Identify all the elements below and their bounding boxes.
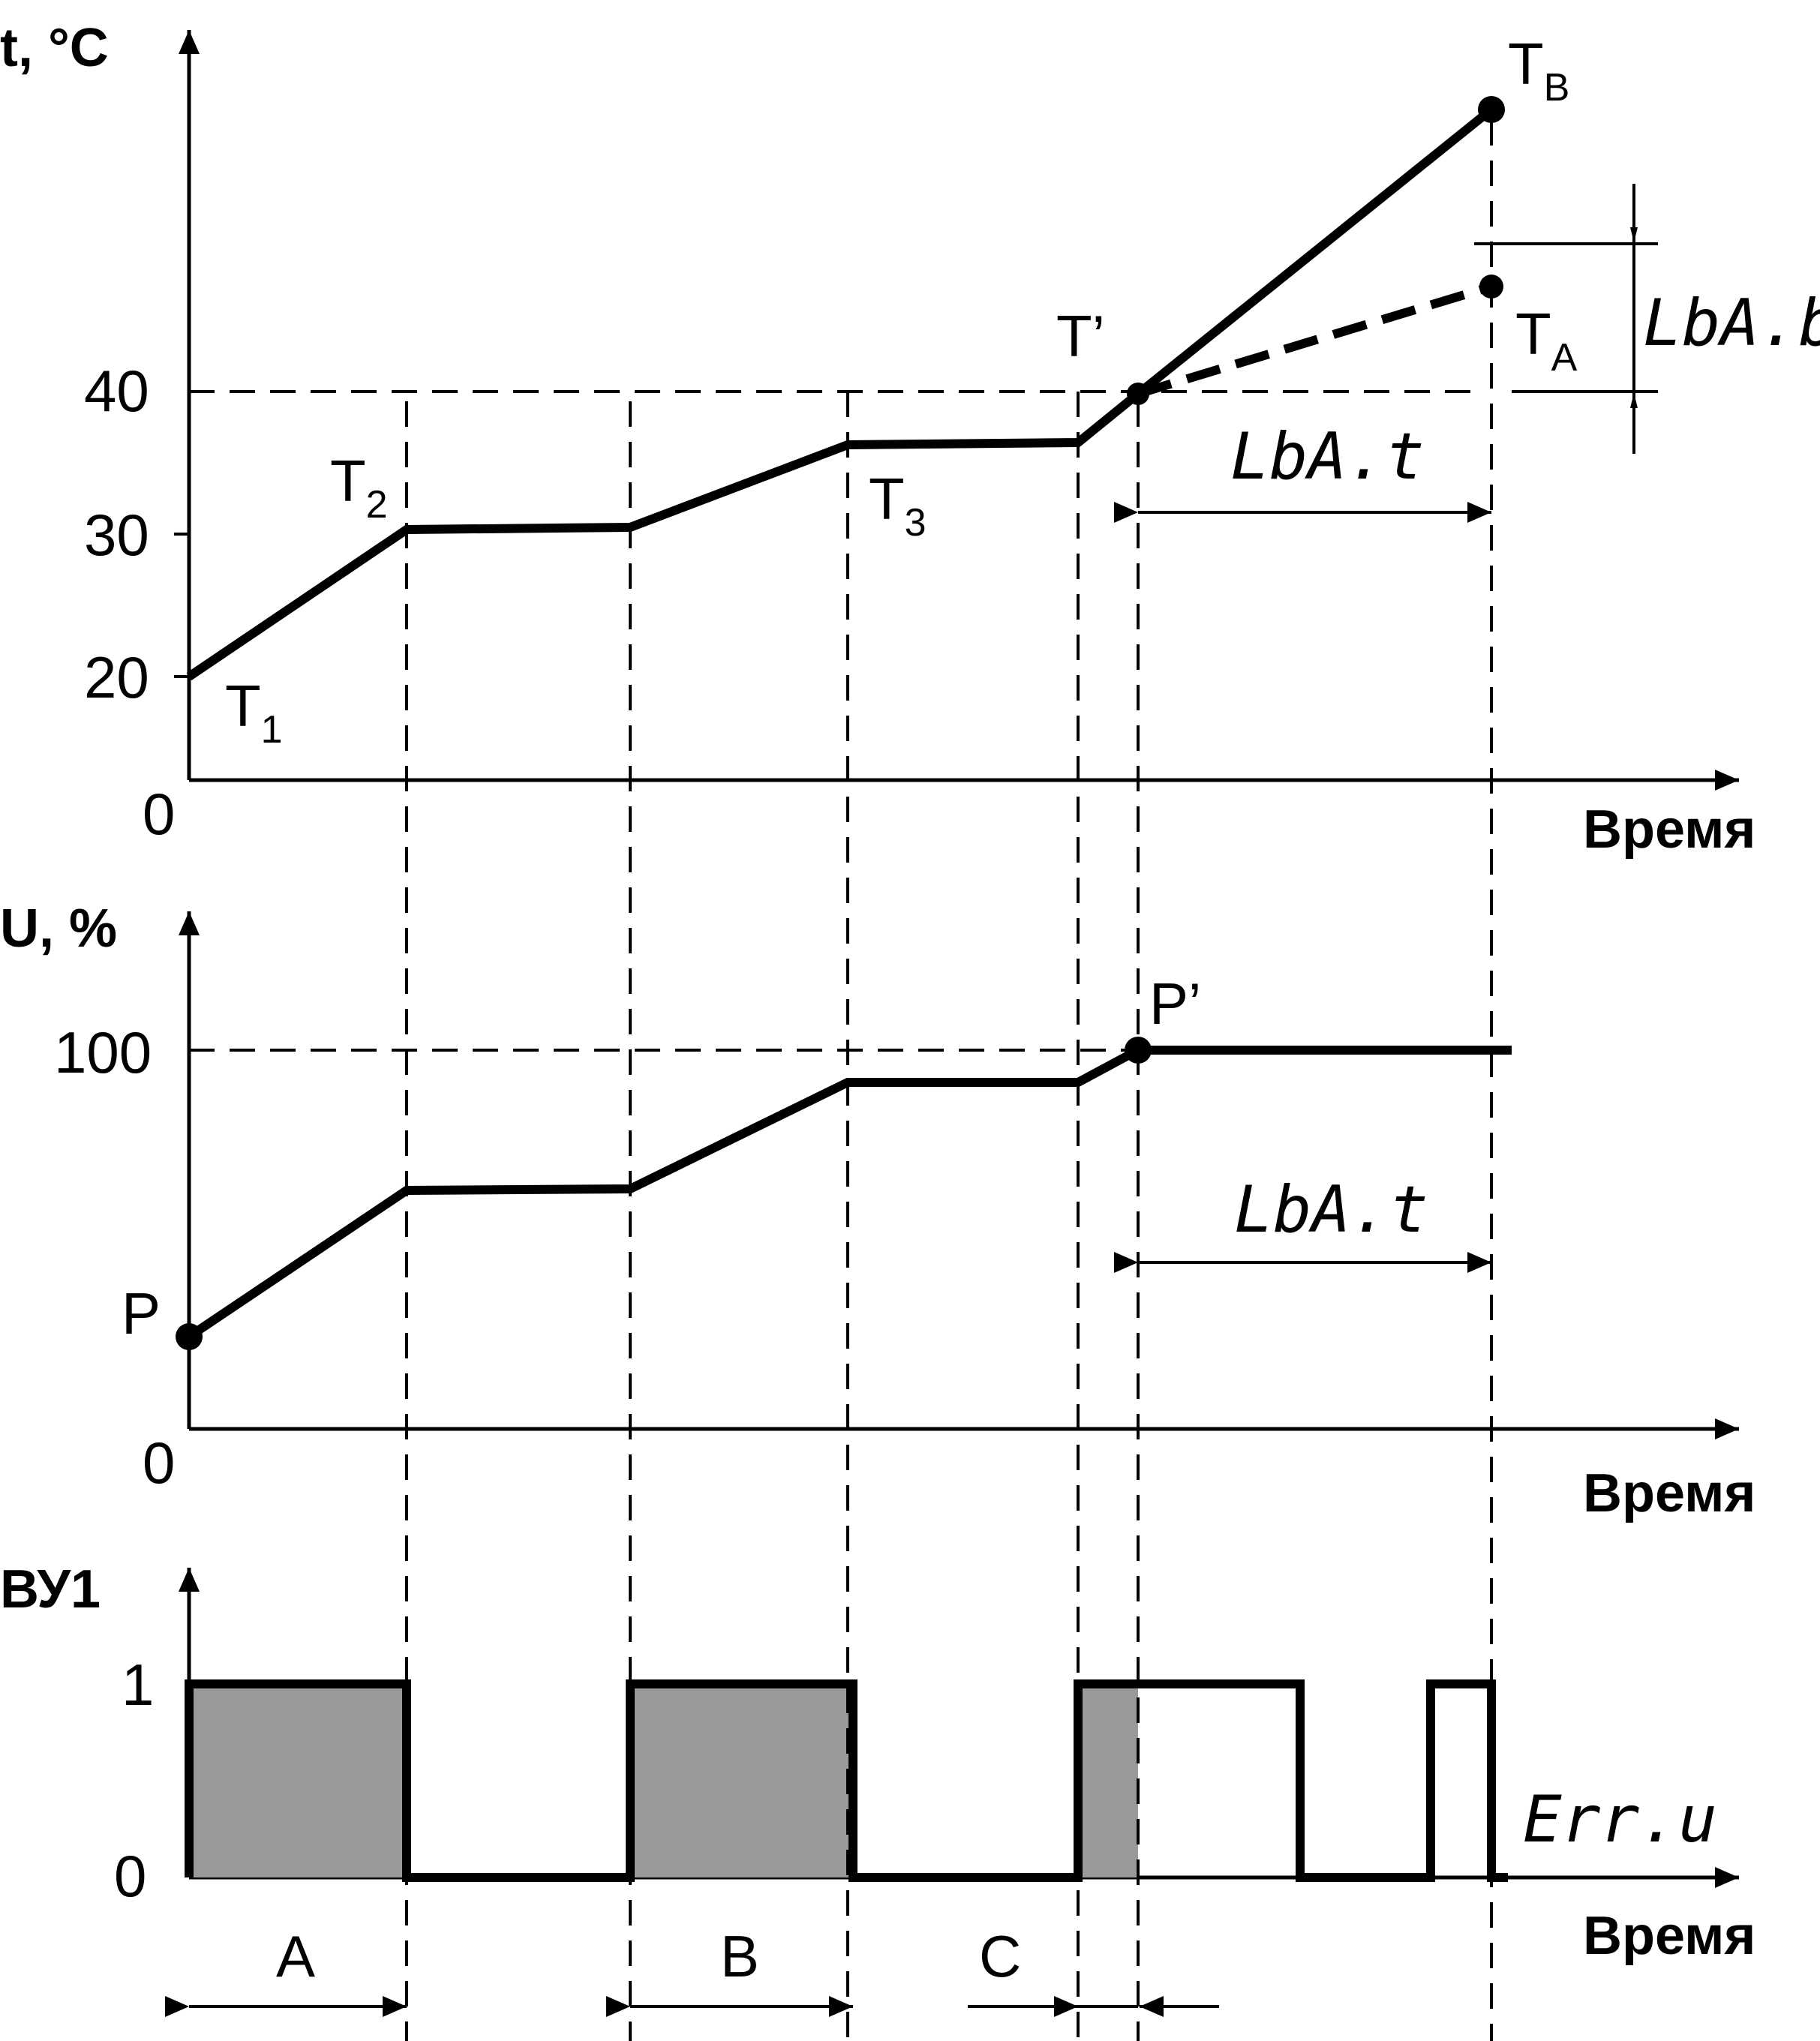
interval-b-label: B (720, 1923, 759, 1989)
error-code-err-u: Err.u (1523, 1782, 1717, 1857)
output-tick-100: 100 (54, 1019, 152, 1085)
point-p (176, 1323, 203, 1350)
label-ta: TA (1515, 301, 1578, 380)
param-lba-b: LbA.b (1643, 286, 1820, 361)
relay-y-axis-label: ВУ1 (0, 1559, 101, 1619)
point-t-prime (1127, 383, 1149, 405)
relay-on-fill-c (1078, 1684, 1138, 1877)
param-lba-t-temp: LbA.t (1230, 419, 1425, 494)
temp-tick-40: 40 (84, 358, 149, 424)
temp-origin: 0 (143, 781, 175, 847)
temp-x-axis-label: Время (1583, 800, 1755, 860)
relay-on-fill-b (630, 1684, 853, 1877)
label-tb: TB (1508, 31, 1569, 110)
relay-panel: ВУ1 Время 1 0 Err.u A B C (0, 1559, 1755, 2017)
time-guides (405, 120, 1493, 2041)
param-lba-t-output: LbA.t (1234, 1172, 1428, 1247)
temperature-curve-without-heating (1137, 282, 1493, 398)
interval-a-label: A (276, 1923, 315, 1989)
temp-tick-20: 20 (84, 644, 149, 710)
temperature-panel: t, °C Время 40 30 20 0 T1 T2 T3 T’ TB TA… (0, 18, 1820, 860)
output-origin: 0 (143, 1430, 175, 1496)
point-tb (1478, 96, 1505, 123)
temp-y-axis-label: t, °C (0, 18, 109, 78)
relay-tick-1: 1 (122, 1652, 154, 1718)
label-t3: T3 (869, 466, 927, 545)
relay-signal (185, 1679, 1508, 1882)
interval-c-label: C (979, 1923, 1021, 1989)
label-t2: T2 (330, 448, 388, 527)
relay-x-axis-label: Время (1583, 1906, 1755, 1966)
label-p: P (122, 1280, 161, 1346)
relay-on-fill-a (189, 1684, 407, 1877)
temp-tick-30: 30 (84, 502, 149, 568)
label-p-prime: P’ (1149, 971, 1201, 1037)
output-y-axis-label: U, % (0, 899, 117, 959)
relay-tick-0: 0 (114, 1843, 146, 1909)
label-t1: T1 (225, 673, 283, 752)
output-x-axis-label: Время (1583, 1463, 1755, 1523)
label-t-prime: T’ (1056, 303, 1105, 369)
